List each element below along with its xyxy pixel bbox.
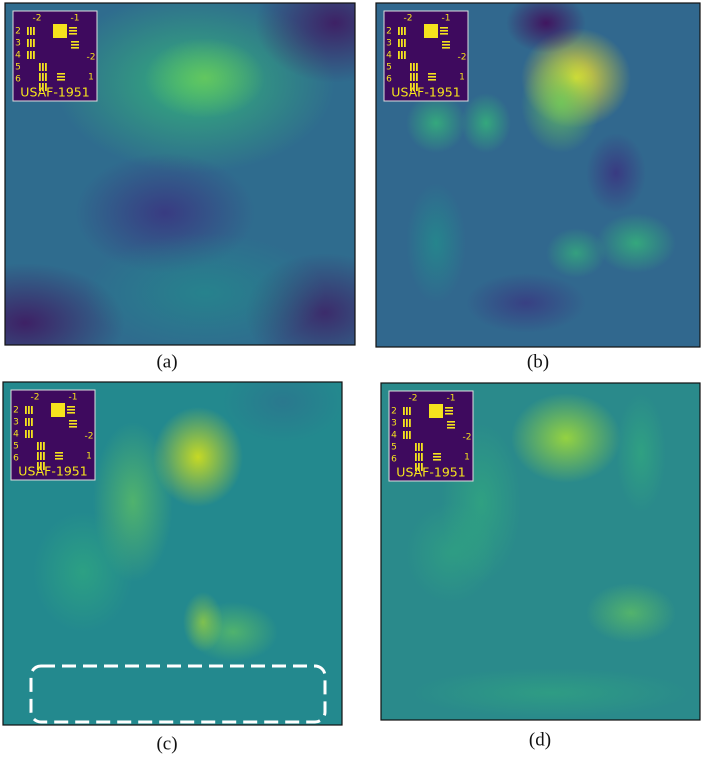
inset-label: 3	[391, 419, 397, 429]
inset-label: 2	[13, 406, 19, 416]
image	[5, 3, 355, 345]
panel-label: (a)	[156, 351, 177, 372]
inset-label: 3	[13, 418, 19, 428]
frame	[375, 2, 701, 348]
inset-label: 3	[386, 39, 392, 49]
panel: -2 -1 2 3 4 5 6 -2 1 USAF-1951	[2, 381, 343, 726]
panel-label: (d)	[529, 729, 551, 750]
inset-label: USAF-1951	[20, 85, 89, 100]
inset-label: 3	[15, 39, 21, 49]
inset-label: -2	[404, 14, 413, 24]
highlight-box	[29, 664, 327, 724]
inset-label: -1	[71, 14, 80, 24]
inset-label: 6	[15, 75, 21, 85]
inset-label: USAF-1951	[396, 465, 465, 480]
inset-label: 2	[391, 407, 397, 417]
inset-label: -1	[447, 394, 456, 404]
inset-label: -2	[463, 433, 472, 443]
inset-label: 5	[13, 442, 19, 452]
inset-label: -2	[31, 393, 40, 403]
frame	[380, 382, 701, 721]
inset-label: 5	[15, 63, 21, 73]
inset-label: -2	[409, 394, 418, 404]
inset-label: -2	[33, 14, 42, 24]
inset-label: USAF-1951	[391, 85, 460, 100]
inset-label: -2	[458, 53, 467, 63]
inset-label: -1	[69, 393, 78, 403]
inset-label: 5	[391, 443, 397, 453]
inset-label: 6	[13, 454, 19, 464]
inset-label: 2	[15, 27, 21, 37]
inset-label: -1	[442, 14, 451, 24]
panel: -2 -1 2 3 4 5 6 -2 1 USAF-1951	[380, 382, 701, 721]
inset-label: 1	[88, 73, 94, 83]
frame	[4, 2, 356, 346]
inset-label: 1	[464, 453, 470, 463]
inset-label: 4	[15, 51, 21, 61]
usaf-inset: -2 -1 2 3 4 5 6 -2 1 USAF-1951	[383, 10, 469, 102]
panel: -2 -1 2 3 4 5 6 -2 1 USAF-1951	[375, 2, 701, 348]
inset-label: 2	[386, 27, 392, 37]
inset-label: 1	[86, 452, 92, 462]
panel: -2 -1 2 3 4 5 6 -2 1 USAF-1951	[4, 2, 356, 346]
inset-label: -2	[87, 53, 96, 63]
inset-label: 6	[386, 75, 392, 85]
inset-label: 4	[386, 51, 392, 61]
inset-label: 4	[391, 431, 397, 441]
usaf-inset: -2 -1 2 3 4 5 6 -2 1 USAF-1951	[10, 389, 96, 481]
panel-label: (b)	[527, 351, 549, 372]
usaf-inset: -2 -1 2 3 4 5 6 -2 1 USAF-1951	[388, 390, 474, 482]
panel-label: (c)	[156, 733, 177, 754]
inset-label: 4	[13, 430, 19, 440]
inset-label: USAF-1951	[18, 464, 87, 479]
usaf-inset: -2 -1 2 3 4 5 6 -2 1 USAF-1951	[12, 10, 98, 102]
frame	[2, 381, 343, 726]
inset-label: 6	[391, 455, 397, 465]
inset-label: 1	[459, 73, 465, 83]
inset-label: 5	[386, 63, 392, 73]
inset-label: -2	[85, 432, 94, 442]
